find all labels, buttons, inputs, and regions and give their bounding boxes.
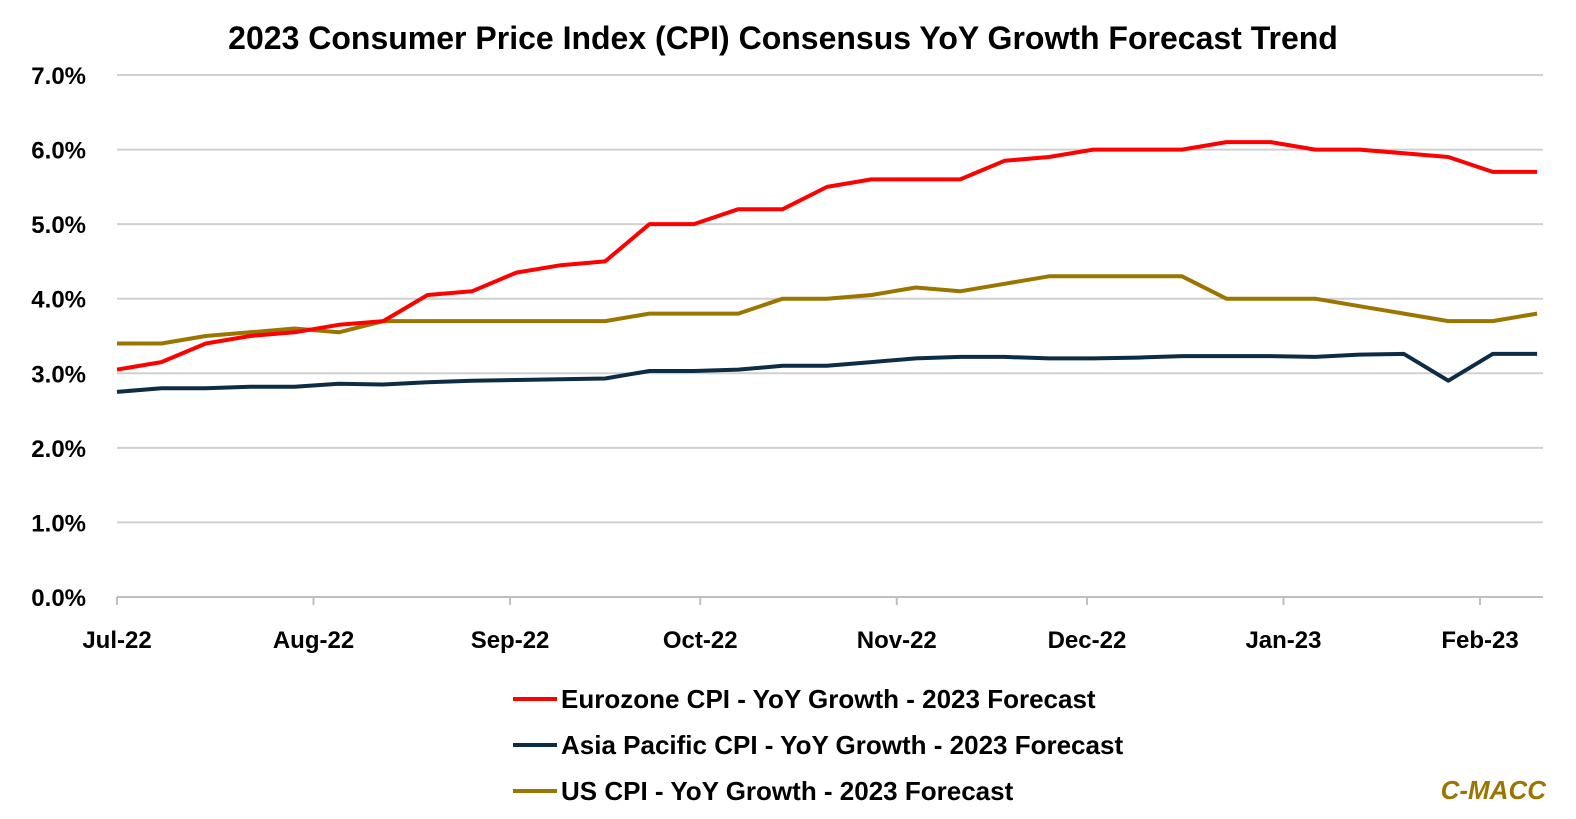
x-tick-label: Oct-22 [663,627,738,654]
x-tick-label: Sep-22 [471,627,550,654]
legend-label: Asia Pacific CPI - YoY Growth - 2023 For… [561,729,1124,760]
y-tick-label: 0.0% [31,585,86,612]
legend-swatch [513,743,557,747]
x-tick-label: Nov-22 [857,627,937,654]
series-line-eurozone [116,140,1538,372]
y-tick-label: 5.0% [31,212,86,239]
y-tick-label: 6.0% [31,138,86,165]
series-line-us [117,274,1538,346]
x-tick-label: Jul-22 [82,627,151,654]
y-tick-label: 3.0% [31,361,86,388]
y-tick-label: 4.0% [31,287,86,314]
x-tick-label: Feb-23 [1441,627,1518,654]
legend-label: US CPI - YoY Growth - 2023 Forecast [561,775,1014,806]
legend-item-asia-pacific: Asia Pacific CPI - YoY Growth - 2023 For… [513,730,1123,760]
x-tick-label: Jan-23 [1245,627,1321,654]
x-tick-label: Aug-22 [273,627,354,654]
legend-label: Eurozone CPI - YoY Growth - 2023 Forecas… [561,683,1096,714]
y-tick-label: 1.0% [31,510,86,537]
legend-swatch [513,697,557,701]
legend-swatch [513,789,557,793]
chart-title: 2023 Consumer Price Index (CPI) Consensu… [228,20,1338,56]
series-line-asia [116,351,1538,394]
legend-item-us: US CPI - YoY Growth - 2023 Forecast [513,776,1013,806]
y-tick-label: 2.0% [31,436,86,463]
y-tick-label: 7.0% [31,63,86,90]
legend-item-eurozone: Eurozone CPI - YoY Growth - 2023 Forecas… [513,684,1096,714]
brand-logo-text: C-MACC [1440,775,1546,805]
x-tick-label: Dec-22 [1048,627,1127,654]
